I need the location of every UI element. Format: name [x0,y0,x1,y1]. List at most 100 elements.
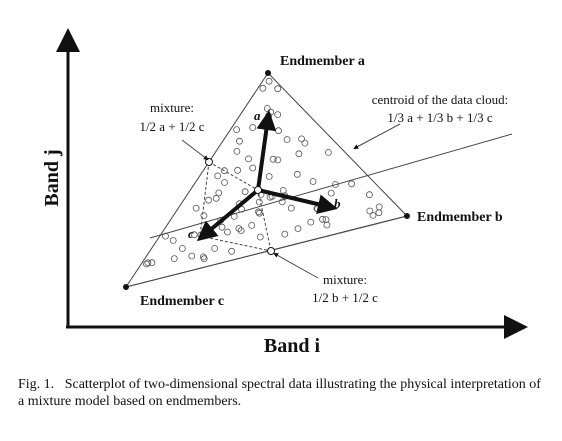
data-point [144,259,152,267]
annotation: 1/3 a + 1/3 b + 1/3 c [387,110,493,125]
endmember-label: Endmember b [417,210,503,225]
annotation: centroid of the data cloud: [372,92,508,107]
data-point [237,227,245,235]
data-point [235,225,243,232]
data-point [148,259,156,267]
data-point [205,196,213,204]
vector-c [196,188,260,242]
edge-line [125,215,408,288]
vector-a [256,110,277,191]
data-point [211,244,219,252]
data-point [278,198,286,206]
data-point [263,105,271,112]
data-point [234,166,242,174]
caption-number: Fig. 1. [18,377,55,392]
data-point [295,150,303,158]
data-point [375,209,383,217]
data-point [279,187,287,194]
data-point [287,204,295,212]
data-point [256,233,264,241]
data-point [281,230,289,238]
caption: Fig. 1. Scatterplot of two-dimensional s… [18,376,548,410]
data-point [265,173,273,180]
data-point [228,247,236,255]
data-point [309,178,317,185]
mixture-point [205,158,213,166]
endmember-label: Endmember a [280,54,365,69]
data-point [248,221,256,229]
data-point [200,212,208,220]
data-point [269,155,277,163]
data-point [293,170,301,178]
mixture-point [267,247,275,255]
data-point [220,167,228,175]
data-point [331,181,339,188]
data-point [274,85,282,93]
data-point [218,223,226,231]
data-point [323,221,331,229]
leader [181,139,209,161]
data-point [375,203,383,211]
data-point [200,255,208,263]
data-point [224,228,231,236]
data-point [249,124,257,131]
data-point [265,77,273,85]
data-point [255,209,263,217]
annotation: mixture: [150,100,194,115]
data-point [319,215,326,223]
vector-label: a [254,108,261,123]
endmember-label: Endmember c [140,294,224,309]
vertex [123,284,129,290]
data-point [259,84,267,92]
data-point [365,191,373,199]
data-point [307,218,315,226]
data-point [255,198,263,206]
data-point [324,148,332,156]
annotation: 1/2 a + 1/2 c [139,119,204,134]
data-point [274,111,282,118]
caption-text: Scatterplot of two-dimensional spectral … [18,377,541,409]
vector-label: c [188,226,194,241]
data-point [215,189,223,197]
data-point [233,126,241,134]
data-point [188,252,196,260]
data-point [294,225,302,233]
data-point [192,204,200,212]
x-axis-label: Band i [264,335,321,357]
data-point [212,194,220,202]
data-point [301,139,309,147]
data-point [267,108,275,116]
annotation: mixture: [323,272,367,287]
data-point [249,164,257,172]
data-point [162,232,169,240]
data-point [255,208,262,216]
data-point [230,212,238,220]
vertex [265,70,271,76]
data-point [214,172,222,180]
data-point [169,237,177,244]
vertex [404,213,410,219]
data-point [170,255,178,263]
vector-b [257,188,338,214]
data-point [275,127,282,135]
data-point [178,245,186,252]
leader [353,123,401,149]
data-cloud [143,77,383,268]
annotation: 1/2 b + 1/2 c [312,290,378,305]
dashed-line [199,161,272,252]
data-point [241,188,249,196]
data-point [283,136,291,143]
data-point [298,135,306,143]
data-point [348,180,356,188]
vector-label: b [334,196,341,211]
data-point [221,179,228,186]
data-point [245,155,252,163]
data-point [366,207,374,215]
data-point [233,147,241,155]
diagram: Band j Band i Endmember a Endmember b En… [41,28,528,357]
data-point [369,211,377,219]
centroid-point [254,186,262,194]
data-point [322,216,330,224]
y-axis-label: Band j [41,149,63,206]
